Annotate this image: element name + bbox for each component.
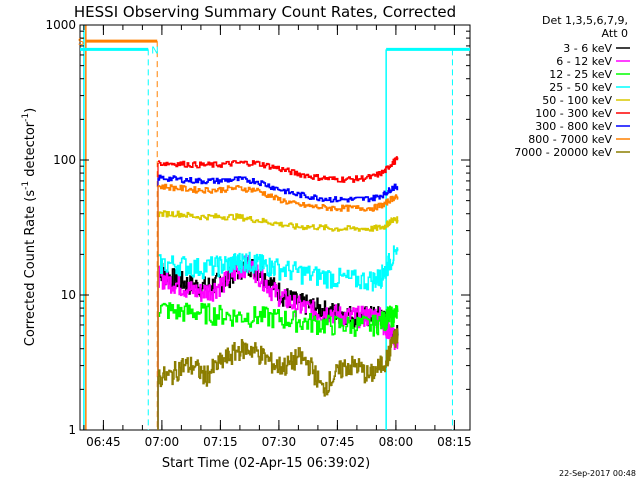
x-tick-label: 07:00	[145, 435, 180, 449]
legend-entry-label: 12 - 25 keV	[549, 68, 612, 81]
plot-frame	[79, 24, 471, 431]
legend-entry-label: 6 - 12 keV	[556, 55, 612, 68]
series-line	[158, 328, 399, 397]
y-tick-label: 1000	[45, 18, 76, 32]
series-line	[158, 245, 399, 292]
x-tick-label: 08:15	[437, 435, 472, 449]
y-axis-label-part: -1	[21, 181, 31, 190]
legend-entry-label: 100 - 300 keV	[535, 107, 612, 120]
legend-entry-label: 50 - 100 keV	[542, 94, 612, 107]
series-line	[158, 183, 399, 212]
legend-header: Det 1,3,5,6,7,9,	[542, 14, 628, 27]
y-axis-label-part: -1	[21, 113, 31, 122]
legend-entry-label: 25 - 50 keV	[549, 81, 612, 94]
series-line	[158, 210, 399, 232]
flag-lines: SN	[78, 25, 470, 430]
series-line	[157, 255, 399, 350]
y-tick-label: 100	[53, 153, 76, 167]
y-axis-label-part: )	[23, 108, 38, 113]
y-axis-ticks: 1 10 100 1000	[45, 18, 470, 437]
x-tick-label: 07:30	[262, 435, 297, 449]
y-axis-label: Corrected Count Rate (s-1 detector-1)	[21, 108, 38, 346]
flag-label-n: N	[151, 45, 158, 56]
y-tick-label: 1	[68, 423, 76, 437]
y-tick-label: 10	[61, 288, 76, 302]
y-axis-label-part: detector	[23, 121, 38, 181]
x-tick-label: 07:45	[320, 435, 355, 449]
legend-entry-label: 7000 - 20000 keV	[514, 146, 612, 159]
data-series	[157, 156, 399, 430]
x-tick-label: 06:45	[86, 435, 121, 449]
x-axis-ticks: 06:45 07:00 07:15 07:30 07:45 08:00 08:15	[83, 25, 472, 449]
series-line	[158, 174, 399, 203]
y-axis-label-part: Corrected Count Rate (s	[23, 190, 38, 347]
legend-entry-label: 3 - 6 keV	[563, 42, 612, 55]
plot-axes	[79, 24, 471, 431]
series-line	[158, 156, 399, 183]
legend-entry-label: 800 - 7000 keV	[528, 133, 612, 146]
x-tick-label: 08:00	[379, 435, 414, 449]
x-tick-label: 07:15	[203, 435, 238, 449]
footer-timestamp: 22-Sep-2017 00:48	[559, 469, 636, 478]
flag-label-s: S	[78, 37, 84, 48]
chart-title: HESSI Observing Summary Count Rates, Cor…	[74, 3, 456, 21]
x-axis-label: Start Time (02-Apr-15 06:39:02)	[162, 456, 370, 471]
legend-header: Att 0	[602, 27, 628, 40]
series-line	[158, 302, 399, 337]
legend-entry-label: 300 - 800 keV	[535, 120, 612, 133]
